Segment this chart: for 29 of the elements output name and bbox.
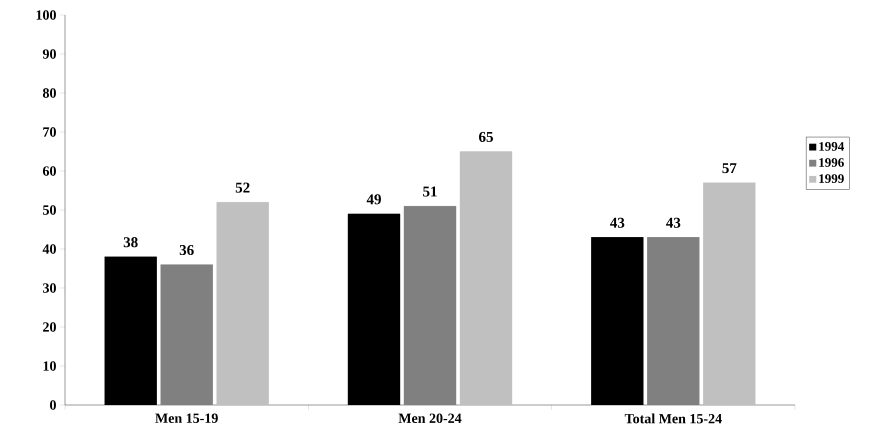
y-tick-label: 70 bbox=[43, 127, 56, 137]
y-tick-label: 20 bbox=[43, 322, 56, 332]
y-tick-label: 30 bbox=[43, 283, 56, 293]
data-label: 43 bbox=[610, 218, 624, 228]
data-label: 51 bbox=[423, 186, 437, 197]
data-label: 65 bbox=[479, 132, 493, 142]
y-tick-label: 60 bbox=[42, 166, 56, 176]
y-tick-label: 80 bbox=[42, 88, 56, 98]
bar bbox=[703, 182, 756, 405]
data-label: 52 bbox=[236, 182, 250, 193]
legend-label: 1994 bbox=[819, 142, 844, 151]
legend-label: 1999 bbox=[819, 174, 844, 183]
y-tick-label: 40 bbox=[42, 244, 56, 254]
data-label: 38 bbox=[124, 237, 138, 248]
y-tick-label: 10 bbox=[44, 361, 56, 371]
x-tick-label: Men 15-19 bbox=[155, 414, 218, 423]
data-label: 49 bbox=[366, 194, 381, 204]
bar bbox=[460, 151, 512, 405]
bar bbox=[216, 202, 269, 405]
y-tick-label: 90 bbox=[42, 49, 56, 59]
legend-label: 1996 bbox=[819, 158, 844, 167]
y-tick-label: 0 bbox=[50, 400, 56, 410]
x-tick-label: Total Men 15-24 bbox=[624, 414, 722, 424]
x-tick-label: Men 20-24 bbox=[398, 414, 462, 423]
data-label: 57 bbox=[722, 163, 736, 174]
data-label: 36 bbox=[180, 244, 194, 256]
y-tick-label: 100 bbox=[36, 10, 56, 20]
y-tick-label: 50 bbox=[43, 205, 56, 215]
data-label: 43 bbox=[666, 218, 680, 228]
